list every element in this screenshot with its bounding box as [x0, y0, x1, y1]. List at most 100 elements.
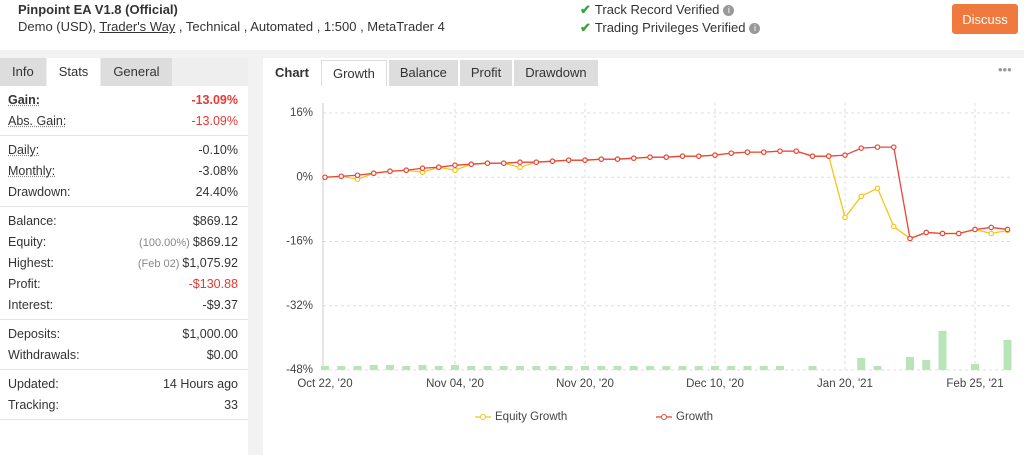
stat-label: Gain:: [8, 92, 40, 107]
stat-row: Abs. Gain: -13.09%: [0, 110, 248, 131]
stat-row: Balance: $869.12: [0, 210, 248, 231]
legend-label: Growth: [676, 411, 713, 423]
stat-value-wrap: $869.12: [193, 214, 238, 228]
volume-bar: [873, 365, 882, 370]
data-point: [907, 235, 913, 242]
system-title: Pinpoint EA V1.8 (Official): [18, 2, 178, 17]
tab-bar: Info Stats General: [0, 58, 248, 86]
x-tick-label: Feb 25, '21: [946, 378, 1003, 390]
data-point: [647, 154, 653, 160]
stat-label: Profit:: [8, 276, 41, 291]
stat-value: 14 Hours ago: [162, 376, 238, 391]
x-tick-label: Nov 04, '20: [426, 378, 484, 390]
chart-tab[interactable]: Drawdown: [514, 60, 598, 86]
data-point: [338, 173, 345, 180]
data-point: [809, 153, 816, 159]
data-point: [452, 162, 458, 169]
volume-bar: [581, 365, 589, 370]
stat-value-wrap: (100.00%) $869.12: [139, 235, 238, 249]
menu-button[interactable]: •••: [998, 62, 1012, 77]
volume-bar: [548, 365, 557, 370]
stat-value: -13.09%: [191, 92, 238, 107]
tab[interactable]: Stats: [46, 58, 101, 86]
data-point: [1004, 226, 1011, 233]
data-point: [972, 226, 978, 233]
volume-bar: [678, 365, 687, 370]
data-point: [744, 149, 751, 155]
volume-bar: [467, 365, 476, 370]
stat-value: $869.12: [192, 213, 238, 228]
data-point: [598, 156, 605, 162]
volume-bar: [499, 365, 508, 370]
legend-label: Equity Growth: [495, 411, 567, 423]
data-point: [728, 150, 735, 156]
tab[interactable]: General: [101, 58, 172, 86]
data-point: [890, 223, 897, 230]
data-point: [858, 193, 865, 200]
volume-bar: [418, 364, 427, 370]
volume-bar: [743, 365, 752, 370]
data-point: [890, 144, 897, 150]
stat-label: Updated:: [8, 376, 59, 391]
stat-row: Daily: -0.10%: [0, 139, 248, 160]
volume-bar: [1003, 339, 1012, 370]
stats-group: Daily: -0.10% Monthly: -3.08% Drawdown: 24.40…: [0, 136, 248, 207]
discuss-button[interactable]: Discuss: [952, 4, 1018, 34]
chart-tab[interactable]: Growth: [320, 60, 387, 86]
data-point: [679, 153, 686, 159]
growth-line: [324, 150, 1008, 240]
x-tick-label: Nov 20, '20: [556, 378, 614, 390]
stat-value-wrap: 33: [224, 398, 238, 412]
data-point: [663, 154, 670, 160]
stat-value: $869.12: [192, 234, 238, 249]
data-point: [452, 167, 458, 174]
data-point: [517, 164, 523, 171]
volume-bar: [694, 365, 703, 370]
data-point: [988, 224, 995, 231]
stat-label: Abs. Gain:: [8, 113, 67, 128]
data-point: [419, 165, 426, 172]
volume-bar: [321, 365, 329, 370]
stat-row: Updated: 14 Hours ago: [0, 373, 248, 394]
broker-link[interactable]: Trader's Way: [99, 19, 176, 34]
stat-value: -13.09%: [191, 113, 238, 128]
stat-label: Drawdown:: [8, 184, 71, 199]
stat-value-wrap: $1,000.00: [182, 327, 238, 341]
stat-value-wrap: -13.09%: [191, 93, 238, 107]
stat-value-wrap: (Feb 02) $1,075.92: [138, 256, 238, 270]
volume-bar: [646, 365, 654, 370]
legend-marker: [661, 414, 667, 420]
stat-row: Gain: -13.09%: [0, 89, 248, 110]
volume-bar: [727, 365, 736, 370]
volume-bar: [597, 365, 606, 370]
stats-group: Balance: $869.12 Equity: (100.00%) $869.12 Hi…: [0, 207, 248, 320]
header: Pinpoint EA V1.8 (Official) Demo (USD), …: [0, 0, 1024, 50]
volume-bar: [516, 365, 524, 370]
data-point: [354, 172, 361, 179]
stat-value-wrap: -3.08%: [198, 164, 238, 178]
data-point: [874, 185, 881, 192]
volume-bar: [564, 365, 573, 370]
data-point: [500, 160, 507, 166]
chart-tab[interactable]: Profit: [459, 60, 513, 86]
data-point: [614, 156, 621, 162]
stat-value: -$9.37: [202, 297, 238, 312]
data-point: [712, 152, 718, 158]
data-point: [387, 168, 393, 175]
data-point: [988, 230, 995, 237]
chart-tab[interactable]: Balance: [388, 60, 458, 86]
stat-value: $0.00: [206, 347, 238, 362]
stat-value: 24.40%: [195, 184, 238, 199]
volume-bar: [922, 359, 931, 370]
stat-value: $1,075.92: [182, 255, 238, 270]
stat-value-wrap: $0.00: [207, 348, 238, 362]
tab[interactable]: Info: [0, 58, 46, 86]
volume-bar: [369, 364, 378, 370]
account-text: Demo (USD),: [18, 19, 100, 34]
data-point: [565, 157, 572, 163]
verification-text: Track Record Verified: [594, 2, 720, 17]
volume-bar: [613, 365, 622, 370]
data-point: [630, 155, 637, 161]
